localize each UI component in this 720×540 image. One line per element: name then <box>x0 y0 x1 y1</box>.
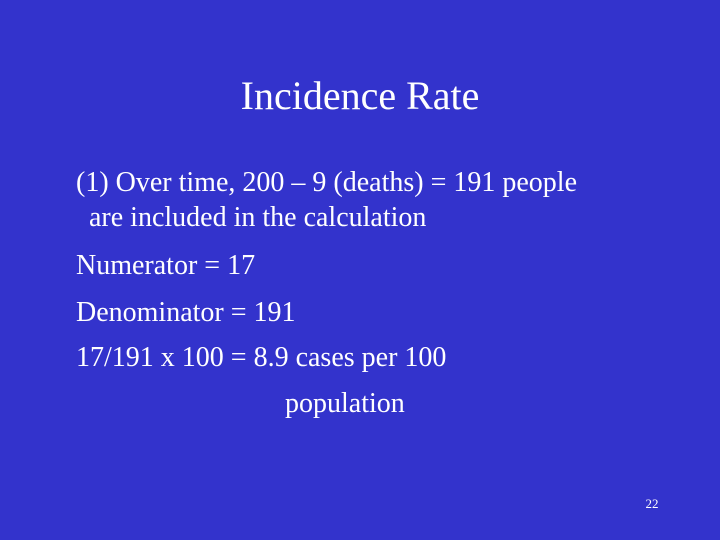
body-line-over-time: (1) Over time, 200 – 9 (deaths) = 191 pe… <box>76 167 577 198</box>
body-line-population: population <box>285 388 405 419</box>
body-line-calculation: 17/191 x 100 = 8.9 cases per 100 <box>76 342 447 373</box>
body-line-denominator: Denominator = 191 <box>76 297 296 328</box>
page-number: 22 <box>645 496 659 511</box>
body-line-included: are included in the calculation <box>89 202 427 233</box>
body-line-numerator: Numerator = 17 <box>76 250 256 281</box>
slide-title: Incidence Rate <box>240 73 480 118</box>
